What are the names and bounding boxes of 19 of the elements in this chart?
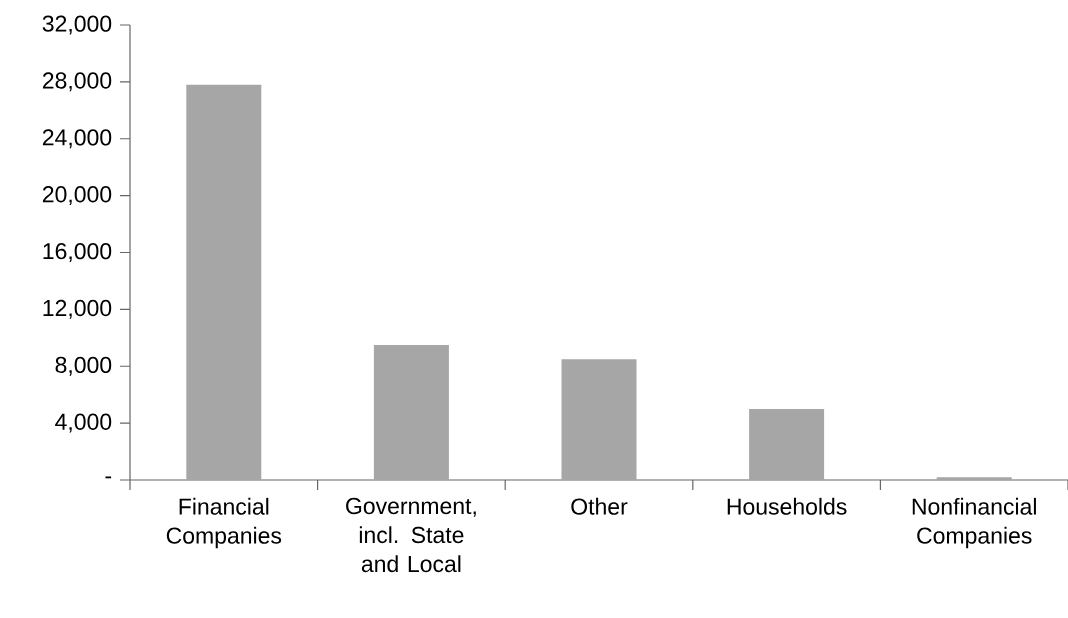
y-tick-label: - bbox=[105, 476, 112, 479]
y-tick-label: 16,000 bbox=[43, 242, 112, 262]
bar bbox=[749, 408, 825, 480]
y-tick-label: 20,000 bbox=[42, 186, 112, 206]
y-tick-label: 24,000 bbox=[42, 129, 112, 149]
x-tick-label: Other bbox=[571, 497, 628, 515]
y-tick-label: 8,000 bbox=[55, 356, 112, 376]
x-tick-label: Households bbox=[727, 497, 847, 515]
bar bbox=[936, 477, 1012, 480]
y-tick-label: 12,000 bbox=[43, 299, 112, 319]
bar bbox=[186, 84, 262, 480]
y-tick-label: 28,000 bbox=[42, 72, 112, 92]
bar bbox=[373, 344, 449, 480]
y-tick-label: 32,000 bbox=[42, 15, 112, 35]
x-tick-label: Nonfinancial Companies bbox=[912, 497, 1036, 549]
x-tick-label: Financial Companies bbox=[166, 497, 282, 549]
bar bbox=[561, 359, 637, 480]
x-tick-label: Government, incl. State and Local bbox=[346, 497, 476, 573]
y-tick-label: 4,000 bbox=[55, 413, 112, 433]
